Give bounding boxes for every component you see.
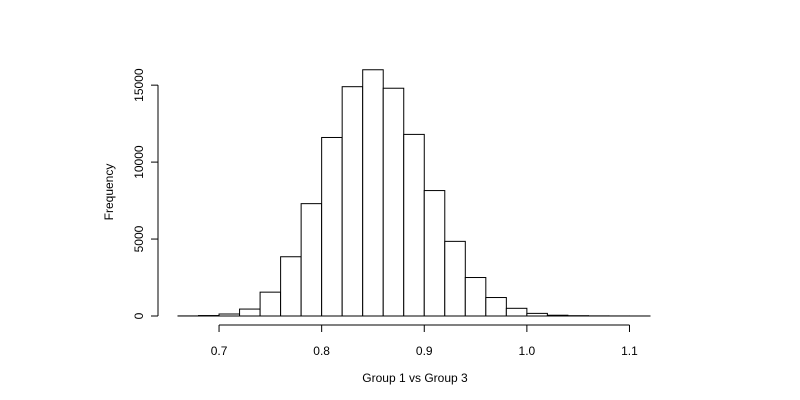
histogram-bar-11 — [403, 133, 425, 317]
x-tick-label-2: 0.9 — [416, 344, 433, 358]
histogram-bar-17 — [526, 312, 548, 317]
histogram-bar-5 — [280, 256, 302, 317]
histogram-bar-16 — [505, 307, 528, 317]
histogram-bar-15 — [485, 297, 507, 317]
y-tick-label-1: 5000 — [132, 225, 146, 252]
x-axis-title: Group 1 vs Group 3 — [362, 371, 468, 385]
x-tick-label-0: 0.7 — [211, 344, 228, 358]
x-tick-label-1: 0.8 — [313, 344, 330, 358]
y-tick-label-3: 15000 — [132, 68, 146, 102]
y-axis-title: Frequency — [102, 164, 116, 221]
histogram-bar-9 — [362, 69, 384, 317]
histogram-bar-8 — [341, 86, 364, 317]
histogram-bar-3 — [239, 308, 261, 317]
histogram-bar-4 — [259, 291, 282, 317]
x-axis: 0.7 0.8 0.9 1.0 1.1 — [211, 324, 638, 358]
histogram-bar-14 — [464, 277, 487, 317]
bars-layer — [177, 69, 651, 317]
y-tick-label-0: 0 — [132, 312, 146, 319]
histogram-bar-2 — [218, 313, 241, 317]
y-axis: 0 5000 10000 15000 — [132, 68, 159, 319]
histogram-bar-18 — [546, 314, 569, 317]
x-tick-label-3: 1.0 — [519, 344, 536, 358]
histogram-bar-12 — [423, 190, 446, 317]
histogram-bar-7 — [321, 136, 343, 317]
histogram-bar-10 — [382, 87, 405, 317]
histogram-bar-6 — [300, 203, 323, 317]
x-tick-label-4: 1.1 — [621, 344, 638, 358]
y-tick-label-2: 10000 — [132, 145, 146, 179]
histogram-bar-13 — [444, 240, 466, 317]
